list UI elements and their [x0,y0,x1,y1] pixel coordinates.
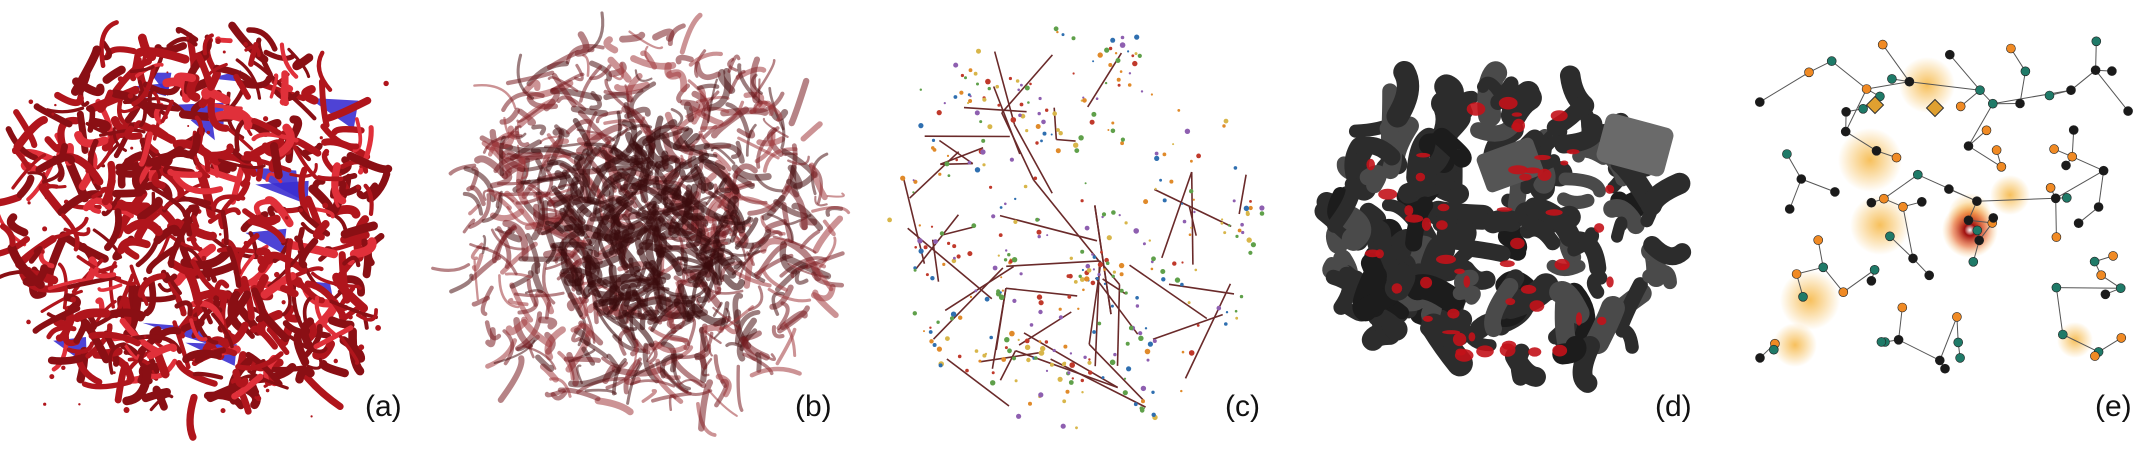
shaded-render-d [1314,60,1692,393]
panel-a: (a) [0,0,430,455]
translucent-render-b [431,11,851,437]
panel-c-label: (c) [1225,390,1260,423]
skeleton-graph-c [887,26,1265,430]
panel-b-label: (b) [795,390,832,423]
node-link-graph-e [1754,36,2133,374]
panel-e: (e) [1720,0,2154,455]
panel-e-label: (e) [2095,390,2132,423]
isosurface-render-a [0,20,393,441]
panel-d-label: (d) [1655,390,1692,423]
panel-c: (c) [860,0,1290,455]
panel-a-label: (a) [365,390,402,423]
panel-d: (d) [1290,0,1720,455]
panel-b: (b) [430,0,860,455]
